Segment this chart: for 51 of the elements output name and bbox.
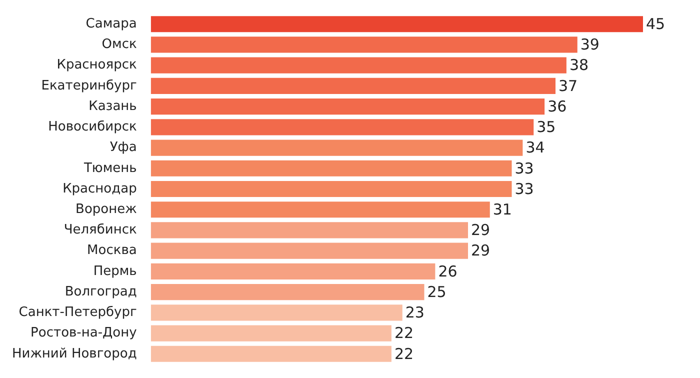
data-label: 38 <box>569 56 589 74</box>
data-label: 25 <box>427 282 446 301</box>
bar <box>150 202 490 218</box>
bar <box>150 16 643 32</box>
bar <box>150 346 392 362</box>
data-label: 35 <box>536 118 556 136</box>
data-label: 36 <box>548 97 567 116</box>
y-tick-label: Санкт-Петербург <box>18 305 137 320</box>
bar <box>150 263 436 280</box>
y-tick-label: Красноярск <box>56 58 137 73</box>
y-tick-label: Тюмень <box>82 160 137 176</box>
y-tick-label: Краснодар <box>62 181 137 196</box>
bar <box>150 160 512 176</box>
bar <box>150 36 578 53</box>
y-tick-label: Казань <box>88 98 137 114</box>
data-label: 23 <box>405 304 424 322</box>
bar <box>150 180 512 198</box>
data-label: 29 <box>471 242 490 260</box>
bar <box>150 119 534 136</box>
data-label: 29 <box>471 221 490 240</box>
y-tick-label: Воронеж <box>76 202 138 217</box>
data-label: 22 <box>394 324 414 342</box>
bar <box>150 140 523 156</box>
y-tick-label: Нижний Новгород <box>12 346 137 362</box>
bar <box>150 78 556 94</box>
y-tick-label: Омск <box>102 37 137 52</box>
data-label: 33 <box>514 180 534 198</box>
data-label: 37 <box>558 76 578 95</box>
bar <box>150 242 468 259</box>
bar <box>150 57 566 74</box>
y-tick-label: Челябинск <box>64 222 137 238</box>
bar <box>150 325 392 342</box>
y-tick-label: Уфа <box>110 140 137 156</box>
bar <box>150 98 545 115</box>
bar <box>150 284 424 300</box>
data-label: 26 <box>438 262 458 280</box>
y-tick-label: Екатеринбург <box>41 78 137 94</box>
y-tick-label: Москва <box>87 243 137 258</box>
data-label: 34 <box>526 138 545 157</box>
data-label: 33 <box>514 159 534 178</box>
y-tick-label: Волгоград <box>64 284 137 300</box>
data-label: 45 <box>646 14 666 33</box>
data-label: 22 <box>394 344 414 363</box>
data-label: 31 <box>492 200 512 218</box>
bar <box>150 304 402 321</box>
y-tick-label: Новосибирск <box>48 120 137 135</box>
y-tick-label: Ростов-на-Дону <box>30 326 138 341</box>
y-tick-label: Пермь <box>93 264 137 279</box>
bar <box>150 222 468 238</box>
y-tick-label: Самара <box>86 16 137 32</box>
data-label: 39 <box>580 36 600 54</box>
